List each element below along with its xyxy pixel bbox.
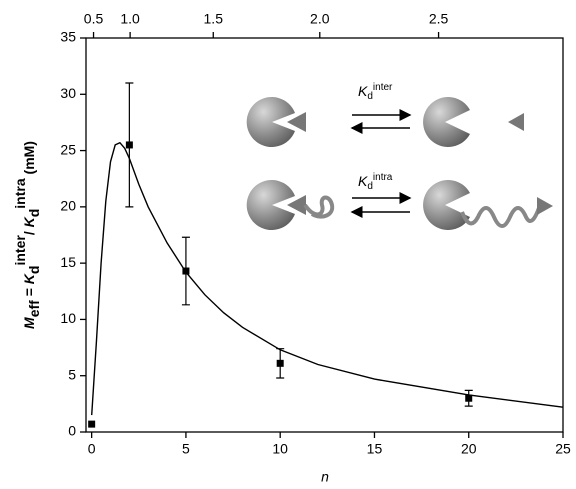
receptor (423, 179, 470, 230)
data-point (465, 394, 473, 402)
y-label-part: eff (26, 300, 42, 317)
receptor (423, 97, 470, 147)
ligand (287, 112, 306, 132)
y-label-part: intra (12, 178, 28, 209)
plot-frame (85, 37, 564, 433)
data-point (276, 359, 284, 367)
receptor (246, 96, 295, 147)
x-tick-label: 5 (182, 441, 190, 457)
receptor (246, 180, 295, 230)
y-label-part: M (21, 317, 37, 329)
linker (303, 195, 335, 219)
k: K (358, 173, 368, 189)
ligand (537, 197, 553, 215)
sup: inter (373, 82, 393, 93)
y-tick-label: 15 (60, 254, 76, 270)
y-tick-label: 25 (60, 141, 76, 157)
k-intra: Kdintra (358, 172, 393, 192)
x-axis-label: n (321, 469, 329, 485)
data-point (88, 420, 96, 428)
x-tick-label: 20 (461, 441, 477, 457)
k-inter: Kdinter (358, 82, 393, 102)
linker (460, 204, 542, 228)
x2-tick-label: 2.0 (310, 11, 330, 27)
x-tick-label: 15 (367, 441, 383, 457)
x2-tick-label: 0.5 (84, 11, 104, 27)
y-label-part: (mM) (21, 141, 37, 178)
k: K (358, 83, 368, 99)
y-label-part: K (21, 216, 37, 227)
y-axis-label: Meff = Kdinter/ Kdintra (mM) (12, 141, 42, 329)
sup: intra (373, 172, 393, 183)
x-tick-label: 0 (88, 441, 96, 457)
x-tick-label: 25 (555, 441, 571, 457)
x2-tick-label: 1.5 (204, 11, 224, 27)
y-tick-label: 0 (68, 423, 76, 439)
data-point (125, 141, 133, 149)
fit-curve (91, 141, 564, 416)
y-label-part: inter (12, 235, 28, 266)
x2-tick-label: 1.0 (120, 11, 140, 27)
y-label-part: = (21, 284, 37, 300)
y-tick-label: 20 (60, 198, 76, 214)
y-label-part: K (21, 273, 37, 284)
y-label-part: / (21, 227, 37, 235)
x2-tick-label: 2.5 (429, 11, 449, 27)
data-point (182, 267, 190, 275)
y-label-part: d (26, 209, 42, 218)
y-tick-label: 5 (68, 366, 76, 382)
sub: d (367, 91, 373, 102)
x-tick-label: 10 (272, 441, 288, 457)
ligand (508, 113, 524, 131)
y-label-part: d (26, 266, 42, 275)
y-tick-label: 10 (60, 310, 76, 326)
sub: d (367, 181, 373, 192)
diagram: Kdinter Kdintra (246, 82, 553, 230)
ligand (287, 195, 306, 215)
y-tick-label: 30 (60, 85, 76, 101)
y-tick-label: 35 (60, 29, 76, 45)
